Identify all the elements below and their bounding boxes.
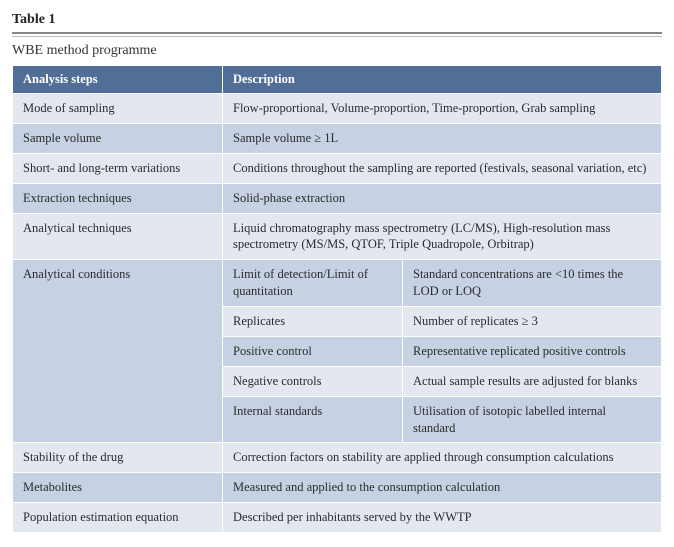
header-desc: Description xyxy=(223,66,662,94)
subdesc-label: Positive control xyxy=(223,336,403,366)
subdesc-label: Negative controls xyxy=(223,366,403,396)
method-table: Analysis steps Description Mode of sampl… xyxy=(12,65,662,533)
subdesc-value: Actual sample results are adjusted for b… xyxy=(403,366,662,396)
table-row: Population estimation equation Described… xyxy=(13,503,662,533)
step-cell: Analytical conditions xyxy=(13,260,223,443)
table-row: Metabolites Measured and applied to the … xyxy=(13,473,662,503)
subdesc-value: Utilisation of isotopic labelled interna… xyxy=(403,396,662,443)
step-cell: Extraction techniques xyxy=(13,183,223,213)
desc-cell: Liquid chromatography mass spectrometry … xyxy=(223,213,662,260)
desc-cell: Sample volume ≥ 1L xyxy=(223,123,662,153)
desc-cell: Conditions throughout the sampling are r… xyxy=(223,153,662,183)
table-row: Mode of sampling Flow-proportional, Volu… xyxy=(13,94,662,124)
subdesc-value: Number of replicates ≥ 3 xyxy=(403,307,662,337)
table-row: Analytical conditions Limit of detection… xyxy=(13,260,662,307)
step-cell: Mode of sampling xyxy=(13,94,223,124)
table-row: Sample volume Sample volume ≥ 1L xyxy=(13,123,662,153)
table-row: Extraction techniques Solid-phase extrac… xyxy=(13,183,662,213)
desc-cell: Measured and applied to the consumption … xyxy=(223,473,662,503)
step-cell: Population estimation equation xyxy=(13,503,223,533)
horizontal-rule xyxy=(12,32,662,37)
subdesc-label: Replicates xyxy=(223,307,403,337)
step-cell: Short- and long-term variations xyxy=(13,153,223,183)
subdesc-value: Standard concentrations are <10 times th… xyxy=(403,260,662,307)
subdesc-label: Internal standards xyxy=(223,396,403,443)
subdesc-label: Limit of detection/Limit of quantitation xyxy=(223,260,403,307)
table-title: WBE method programme xyxy=(12,43,662,65)
step-cell: Analytical techniques xyxy=(13,213,223,260)
desc-cell: Solid-phase extraction xyxy=(223,183,662,213)
table-row: Analytical techniques Liquid chromatogra… xyxy=(13,213,662,260)
step-cell: Sample volume xyxy=(13,123,223,153)
header-steps: Analysis steps xyxy=(13,66,223,94)
step-cell: Metabolites xyxy=(13,473,223,503)
table-row: Short- and long-term variations Conditio… xyxy=(13,153,662,183)
header-row: Analysis steps Description xyxy=(13,66,662,94)
desc-cell: Flow-proportional, Volume-proportion, Ti… xyxy=(223,94,662,124)
step-cell: Stability of the drug xyxy=(13,443,223,473)
desc-cell: Correction factors on stability are appl… xyxy=(223,443,662,473)
table-row: Stability of the drug Correction factors… xyxy=(13,443,662,473)
subdesc-value: Representative replicated positive contr… xyxy=(403,336,662,366)
desc-cell: Described per inhabitants served by the … xyxy=(223,503,662,533)
table-number: Table 1 xyxy=(12,12,662,32)
